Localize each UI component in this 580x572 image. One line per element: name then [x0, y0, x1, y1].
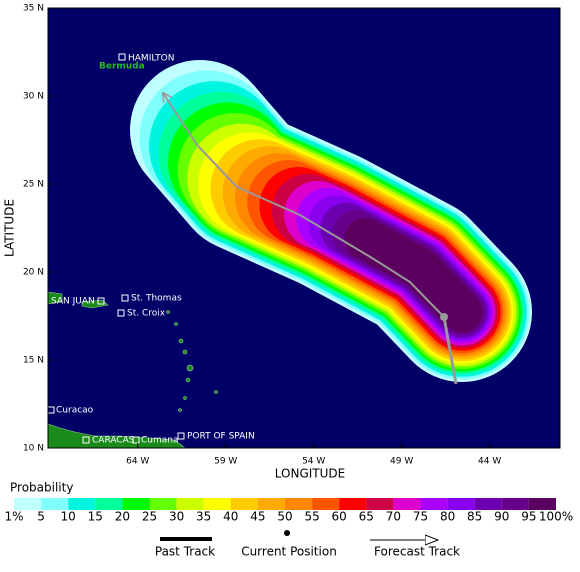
- swath-layer: [344, 217, 483, 333]
- place-label: Curacao: [56, 406, 94, 416]
- past-track: [442, 316, 458, 385]
- place-label: HAMILTON: [128, 54, 174, 64]
- scale-swatch: [203, 498, 231, 510]
- scale-swatch: [176, 498, 204, 510]
- scale-label: 25: [142, 510, 157, 524]
- legend-label: Past Track: [155, 545, 215, 559]
- probability-swath: [130, 60, 532, 382]
- place-label: Cumana: [141, 436, 179, 446]
- scale-swatch: [230, 498, 258, 510]
- y-tick-label: 15 N: [23, 356, 44, 366]
- scale-swatch: [122, 498, 150, 510]
- scale-swatch: [14, 498, 42, 510]
- place-label: St. Thomas: [131, 294, 182, 304]
- place-label: SAN JUAN: [51, 297, 95, 307]
- place-label: CARACAS: [92, 436, 135, 446]
- scale-label: 35: [196, 510, 211, 524]
- scale-label: 45: [250, 510, 265, 524]
- scale-swatch: [41, 498, 69, 510]
- current-position: [440, 313, 448, 321]
- scale-label: 40: [223, 510, 238, 524]
- legend-label: Current Position: [241, 545, 337, 559]
- forecast-track: [163, 93, 445, 318]
- scale-label: 85: [467, 510, 482, 524]
- map-frame: [47, 7, 561, 449]
- scale-swatch: [312, 498, 340, 510]
- scale-title: Probability: [10, 481, 73, 495]
- scale-label: 15: [88, 510, 103, 524]
- place-label: St. Croix: [127, 309, 166, 319]
- track: [163, 93, 458, 385]
- scale-label: 80: [440, 510, 455, 524]
- scale-label: 75: [413, 510, 428, 524]
- places: HAMILTON Bermuda SAN JUAN St. Thomas St.…: [47, 53, 255, 446]
- scale-label: 5: [37, 510, 45, 524]
- x-axis-title: LONGITUDE: [275, 467, 345, 481]
- scale-label: 65: [359, 510, 374, 524]
- y-tick-label: 10 N: [23, 444, 44, 454]
- axes: 64 W 59 W 54 W 49 W 44 W 10 N 15 N 20 N 25 N 30 N…: [23, 4, 501, 467]
- scale-label: 50: [277, 510, 292, 524]
- scale-label: 100%: [539, 510, 573, 524]
- scale-swatch: [393, 498, 421, 510]
- x-tick-label: 59 W: [214, 457, 237, 467]
- scale-label: 1%: [4, 510, 23, 524]
- scale-swatch: [339, 498, 367, 510]
- scale-swatch: [285, 498, 313, 510]
- current-position-symbol: [284, 530, 290, 536]
- scale-swatch: [420, 498, 448, 510]
- scale-swatch: [68, 498, 96, 510]
- scale-swatch: [501, 498, 529, 510]
- y-tick-label: 25 N: [23, 180, 44, 190]
- y-tick-label: 30 N: [23, 92, 44, 102]
- legend-label: Forecast Track: [374, 545, 460, 559]
- y-tick-label: 20 N: [23, 268, 44, 278]
- scale-swatch: [95, 498, 123, 510]
- scale-label: 70: [386, 510, 401, 524]
- scale-label: 30: [169, 510, 184, 524]
- scale-label: 55: [304, 510, 319, 524]
- scale-label: 95: [521, 510, 536, 524]
- place-label: Bermuda: [99, 62, 145, 72]
- x-tick-label: 49 W: [390, 457, 413, 467]
- x-tick-label: 54 W: [302, 457, 325, 467]
- x-tick-label: 44 W: [478, 457, 501, 467]
- y-tick-label: 35 N: [23, 4, 44, 14]
- scale-label: 90: [494, 510, 509, 524]
- scale-swatch: [149, 498, 177, 510]
- scale-swatch: [447, 498, 475, 510]
- probability-scale: 1% 5 10 15 20 25 30 35 40 45 50 55 60 65 70 75 80 85 90 95 1…: [4, 498, 573, 524]
- scale-label: 10: [61, 510, 76, 524]
- scale-swatch: [528, 498, 556, 510]
- scale-label: 60: [332, 510, 347, 524]
- place-label: PORT OF SPAIN: [187, 432, 255, 442]
- scale-swatch: [474, 498, 502, 510]
- scale-swatch: [366, 498, 394, 510]
- scale-label: 20: [115, 510, 130, 524]
- x-tick-label: 64 W: [126, 457, 149, 467]
- scale-swatch: [257, 498, 285, 510]
- y-axis-title: LATITUDE: [3, 199, 17, 257]
